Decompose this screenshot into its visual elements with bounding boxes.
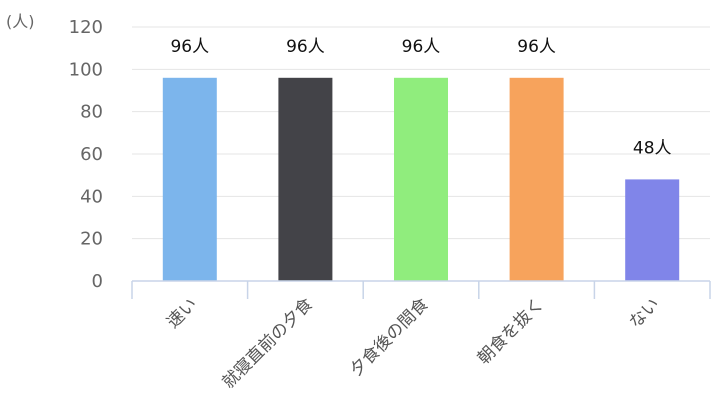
x-axis bbox=[131, 280, 711, 299]
bar-1[interactable] bbox=[162, 77, 217, 281]
y-axis-ticks: 0 20 40 60 80 100 120 bbox=[69, 17, 103, 292]
data-label-4: 96人 bbox=[517, 37, 556, 57]
category-label-3: 夕食後の間食 bbox=[346, 294, 432, 380]
y-tick-label-20: 20 bbox=[80, 229, 103, 250]
y-tick-label-0: 0 bbox=[92, 271, 103, 292]
data-labels: 96人 96人 96人 96人 48人 bbox=[170, 37, 671, 159]
bar-5[interactable] bbox=[625, 179, 680, 281]
bar-3[interactable] bbox=[394, 77, 448, 281]
category-label-1: 速い bbox=[163, 294, 201, 332]
data-label-5: 48人 bbox=[633, 138, 672, 158]
bar-4[interactable] bbox=[509, 77, 564, 281]
data-label-2: 96人 bbox=[286, 37, 325, 57]
data-label-1: 96人 bbox=[170, 37, 209, 57]
y-tick-label-120: 120 bbox=[69, 17, 103, 38]
y-tick-label-60: 60 bbox=[80, 144, 103, 165]
bars bbox=[162, 77, 680, 281]
category-label-2: 就寝直前の夕食 bbox=[218, 294, 317, 393]
category-labels: 速い 就寝直前の夕食 夕食後の間食 朝食を抜く ない bbox=[163, 294, 664, 393]
y-tick-label-40: 40 bbox=[80, 186, 103, 207]
bar-2[interactable] bbox=[278, 77, 333, 281]
category-label-5: ない bbox=[626, 294, 664, 332]
y-tick-label-100: 100 bbox=[69, 59, 103, 80]
y-tick-label-80: 80 bbox=[80, 102, 103, 123]
y-axis-unit-label: (人) bbox=[6, 12, 35, 31]
category-label-4: 朝食を抜く bbox=[474, 294, 548, 368]
data-label-3: 96人 bbox=[402, 37, 441, 57]
